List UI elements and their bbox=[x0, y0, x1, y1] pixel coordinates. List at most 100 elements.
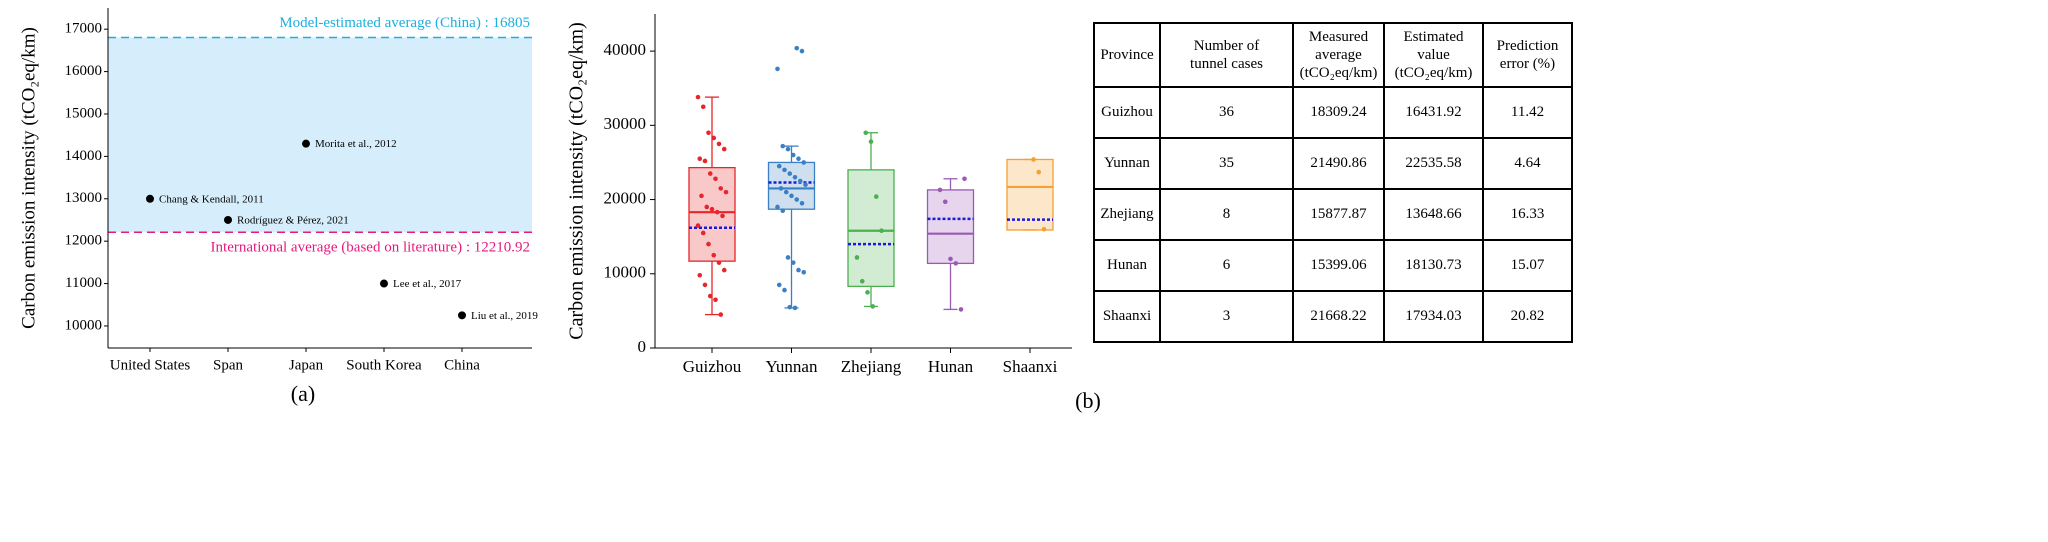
box bbox=[1006, 158, 1054, 231]
data-point bbox=[792, 305, 798, 311]
y-tick-label: 0 bbox=[638, 337, 647, 356]
data-point bbox=[702, 282, 708, 288]
data-point bbox=[709, 206, 715, 212]
table-row: Guizhou 36 18309.24 16431.92 11.42 bbox=[1093, 86, 1573, 139]
data-point bbox=[794, 197, 800, 202]
data-point bbox=[958, 307, 964, 312]
data-point bbox=[873, 194, 879, 199]
box bbox=[926, 189, 975, 265]
box bbox=[767, 161, 816, 210]
y-tick-label: 12000 bbox=[65, 233, 103, 249]
data-point bbox=[695, 223, 701, 228]
data-point bbox=[799, 200, 805, 206]
data-point bbox=[787, 171, 793, 176]
data-point bbox=[787, 304, 793, 310]
data-point bbox=[859, 278, 865, 284]
data-point bbox=[718, 312, 724, 317]
data-point bbox=[713, 297, 718, 303]
point-label: Lee et al., 2017 bbox=[393, 278, 462, 290]
table-cell: Zhejiang bbox=[1093, 188, 1161, 241]
table-cell: 36 bbox=[1159, 86, 1294, 139]
data-point bbox=[704, 204, 710, 210]
header-text: Number of tunnel cases bbox=[1190, 38, 1263, 72]
y-tick-label: 17000 bbox=[65, 21, 103, 37]
y-tick-label: 10000 bbox=[604, 263, 647, 282]
header-text: Estimated value (tCO₂eq/km) bbox=[1394, 29, 1473, 81]
data-point bbox=[785, 255, 791, 260]
data-point bbox=[707, 293, 713, 299]
y-tick-label: 13000 bbox=[65, 190, 103, 206]
data-point bbox=[700, 104, 706, 110]
x-tick-label: United States bbox=[110, 357, 191, 373]
data-point bbox=[863, 130, 869, 136]
data-point bbox=[803, 182, 808, 188]
data-point bbox=[718, 186, 724, 191]
point bbox=[224, 215, 232, 224]
data-point bbox=[776, 282, 782, 288]
data-point bbox=[707, 171, 713, 176]
point-label: Liu et al., 2019 bbox=[471, 310, 538, 322]
table-cell: 22535.58 bbox=[1383, 137, 1484, 190]
data-point bbox=[796, 156, 801, 162]
data-point bbox=[697, 156, 703, 162]
box bbox=[847, 169, 895, 288]
header-cell: Measured average (tCO₂eq/km) bbox=[1292, 22, 1385, 88]
table-cell: 21668.22 bbox=[1292, 290, 1385, 343]
point bbox=[302, 139, 310, 148]
data-point bbox=[711, 135, 717, 141]
data-point bbox=[775, 204, 780, 210]
x-tick-label: Zhejiang bbox=[841, 357, 902, 376]
y-tick-label: 15000 bbox=[65, 105, 103, 121]
data-point bbox=[797, 178, 803, 184]
table-row: Hunan 6 15399.06 18130.73 15.07 bbox=[1093, 239, 1573, 292]
data-point bbox=[700, 230, 706, 236]
y-tick-label: 30000 bbox=[604, 114, 647, 133]
x-tick-label: Japan bbox=[289, 357, 324, 373]
point bbox=[458, 311, 466, 320]
data-point bbox=[721, 267, 727, 273]
y-axis-label: Carbon emission intensity (tCO₂eq/km) bbox=[18, 27, 39, 329]
x-tick-label: Span bbox=[213, 357, 244, 373]
header-cell: Number of tunnel cases bbox=[1159, 22, 1294, 88]
x-tick-label: Guizhou bbox=[683, 357, 742, 376]
data-point bbox=[789, 193, 794, 199]
point-label: Morita et al., 2012 bbox=[315, 138, 397, 150]
data-point bbox=[953, 261, 959, 266]
y-axis-label: Carbon emission intensity (tCO₂eq/km) bbox=[566, 22, 588, 340]
data-point bbox=[711, 252, 717, 258]
x-tick-label: Yunnan bbox=[766, 357, 818, 376]
data-point bbox=[714, 209, 720, 215]
caption: (a) bbox=[291, 381, 315, 406]
data-point bbox=[716, 141, 722, 147]
data-point bbox=[780, 208, 786, 213]
table-cell: 15877.87 bbox=[1292, 188, 1385, 241]
y-tick-label: 20000 bbox=[604, 188, 647, 207]
data-point bbox=[775, 66, 780, 72]
header-cell: Estimated value (tCO₂eq/km) bbox=[1383, 22, 1484, 88]
data-point bbox=[870, 304, 876, 309]
data-point bbox=[695, 94, 701, 100]
data-point bbox=[697, 272, 703, 278]
header-text: Prediction error (%) bbox=[1496, 38, 1559, 72]
data-point bbox=[776, 163, 782, 169]
data-point bbox=[1036, 169, 1042, 175]
data-point bbox=[790, 260, 796, 265]
table-cell: 18309.24 bbox=[1292, 86, 1385, 139]
x-tick-label: China bbox=[444, 357, 480, 373]
data-point bbox=[721, 146, 727, 152]
point-label: Chang & Kendall, 2011 bbox=[159, 193, 264, 205]
table-cell: Guizhou bbox=[1093, 86, 1161, 139]
data-point bbox=[937, 187, 943, 193]
data-point bbox=[796, 267, 801, 273]
data-point bbox=[782, 287, 787, 293]
header-cell: Province bbox=[1093, 22, 1161, 88]
table-cell: 35 bbox=[1159, 137, 1294, 190]
data-point bbox=[962, 176, 967, 182]
y-tick-label: 16000 bbox=[65, 63, 103, 79]
header-cell: Prediction error (%) bbox=[1482, 22, 1573, 88]
data-point bbox=[801, 160, 807, 165]
x-tick-label: South Korea bbox=[346, 357, 422, 373]
data-point bbox=[780, 143, 786, 149]
table-cell: 4.64 bbox=[1482, 137, 1573, 190]
